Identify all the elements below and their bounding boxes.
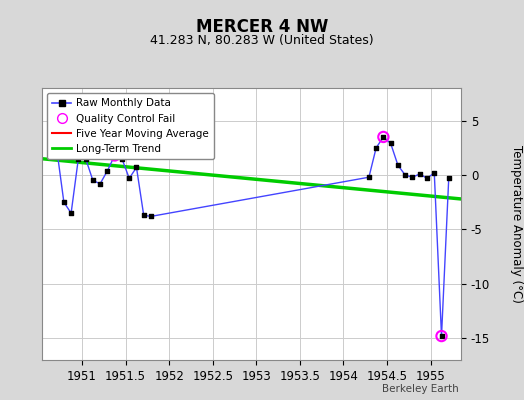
Y-axis label: Temperature Anomaly (°C): Temperature Anomaly (°C) (509, 145, 522, 303)
Point (423, 175, 431, 182)
Point (416, 171, 424, 177)
Point (372, 145, 380, 151)
Point (401, 172, 409, 178)
Point (81, 156, 90, 162)
Legend: Raw Monthly Data, Quality Control Fail, Five Year Moving Average, Long-Term Tren: Raw Monthly Data, Quality Control Fail, … (47, 93, 214, 159)
Point (74, 156, 83, 162)
Point (132, 164, 140, 171)
Point (444, 175, 453, 182)
Text: Berkeley Earth: Berkeley Earth (382, 384, 458, 394)
Point (408, 174, 417, 180)
Point (394, 162, 402, 168)
Point (147, 213, 155, 220)
Point (96, 180, 104, 187)
Point (118, 156, 126, 162)
Point (387, 140, 395, 147)
Point (60, 199, 68, 206)
Text: 41.283 N, 80.283 W (United States): 41.283 N, 80.283 W (United States) (150, 34, 374, 47)
Text: MERCER 4 NW: MERCER 4 NW (196, 18, 328, 36)
Point (125, 175, 134, 182)
Point (379, 134, 388, 140)
Point (103, 168, 112, 174)
Point (365, 174, 373, 180)
Point (438, 333, 446, 339)
Point (89, 177, 97, 184)
Point (379, 134, 388, 140)
Point (111, 152, 119, 159)
Point (67, 210, 75, 216)
Point (139, 212, 148, 218)
Point (438, 333, 446, 339)
Point (52, 145, 61, 151)
Point (430, 170, 439, 176)
Point (111, 152, 119, 159)
